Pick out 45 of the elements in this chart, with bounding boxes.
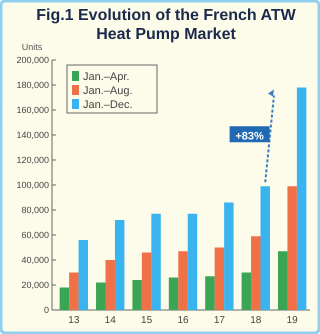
bar: [151, 214, 161, 310]
y-tick-label: 60,000: [21, 230, 49, 240]
bar: [287, 186, 297, 310]
bar: [260, 186, 270, 310]
bar: [168, 278, 178, 310]
bar: [188, 214, 198, 310]
y-tick-label: 180,000: [16, 80, 49, 90]
bar: [60, 288, 70, 310]
bar: [114, 220, 124, 310]
bar: [214, 248, 224, 310]
annotation: +83%: [235, 130, 264, 142]
bar: [224, 202, 234, 310]
legend-label: Jan.–Apr.: [83, 71, 130, 83]
bar: [205, 276, 215, 310]
x-tick-label: 16: [177, 315, 189, 326]
bar: [178, 251, 188, 310]
y-tick-label: 200,000: [16, 55, 49, 65]
chart-title: Fig.1 Evolution of the French ATW Heat Pump Market: [36, 7, 297, 43]
bar: [96, 282, 106, 310]
y-tick-label: 20,000: [21, 280, 49, 290]
bar: [142, 252, 152, 310]
y-axis-title: Units: [22, 42, 43, 52]
x-tick-label: 15: [141, 315, 153, 326]
y-tick-label: 0: [44, 305, 49, 315]
y-tick-label: 80,000: [21, 205, 49, 215]
x-tick-label: 14: [104, 315, 116, 326]
bar: [251, 236, 261, 310]
x-tick-label: 13: [68, 315, 80, 326]
bar: [132, 280, 142, 310]
x-tick-label: 18: [250, 315, 262, 326]
bar: [278, 251, 288, 310]
bar: [242, 272, 252, 310]
bar: [69, 272, 79, 310]
x-tick-label: 17: [214, 315, 226, 326]
y-tick-label: 120,000: [16, 155, 49, 165]
legend-label: Jan.–Aug.: [83, 85, 133, 97]
legend-label: Jan.–Dec.: [83, 99, 133, 111]
x-tick-label: 19: [286, 315, 298, 326]
y-tick-label: 40,000: [21, 255, 49, 265]
bar: [105, 260, 115, 310]
y-tick-label: 140,000: [16, 130, 49, 140]
y-tick-label: 100,000: [16, 180, 49, 190]
bar: [78, 240, 88, 310]
y-tick-label: 160,000: [16, 105, 49, 115]
bar: [296, 88, 306, 310]
